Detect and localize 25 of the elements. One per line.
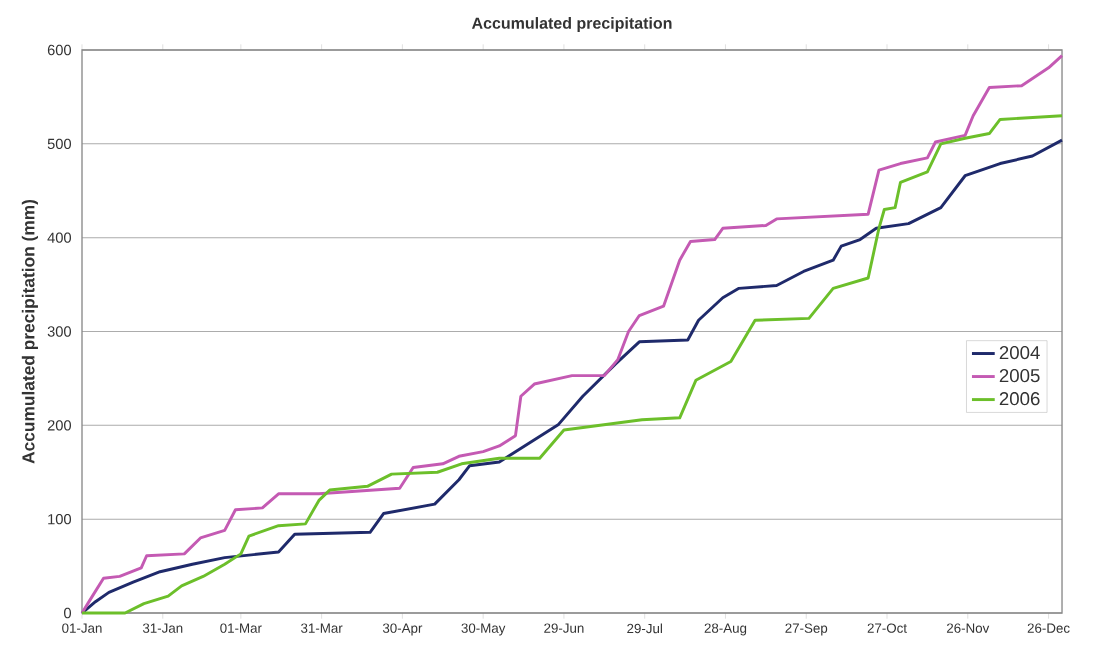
legend-label: 2004 <box>999 345 1040 360</box>
x-tick-label: 30-May <box>461 623 506 636</box>
x-tick-label: 31-Mar <box>301 623 343 633</box>
x-tick-label: 26-Nov <box>946 623 990 633</box>
x-tick-label: 26-Dec <box>1027 623 1070 633</box>
y-tick-label: 400 <box>47 232 72 243</box>
x-tick-label: 30-Apr <box>382 623 423 636</box>
x-tick-label: 01-Jan <box>62 623 102 633</box>
x-tick-label: 27-Oct <box>867 623 907 633</box>
y-tick-label: 100 <box>48 513 72 525</box>
legend-label: 2006 <box>999 392 1040 406</box>
x-tick-label: 27-Sep <box>785 623 828 636</box>
x-tick-label: 28-Aug <box>704 623 747 636</box>
y-tick-label: 600 <box>47 44 72 56</box>
y-tick-label: 500 <box>47 138 72 150</box>
x-tick-label: 31-Jan <box>142 623 183 633</box>
y-axis-title: Accumulated precipitation (mm) <box>21 199 38 464</box>
x-tick-label: 29-Jun <box>544 623 584 633</box>
y-tick-label: 0 <box>64 607 72 619</box>
legend-label: 2005 <box>999 369 1040 383</box>
x-tick-label: 01-Mar <box>220 623 262 633</box>
x-tick-label: 29-Jul <box>627 623 662 634</box>
chart-title: Accumulated precipitation <box>471 17 672 32</box>
y-tick-label: 200 <box>47 420 72 431</box>
y-tick-label: 300 <box>47 326 72 337</box>
